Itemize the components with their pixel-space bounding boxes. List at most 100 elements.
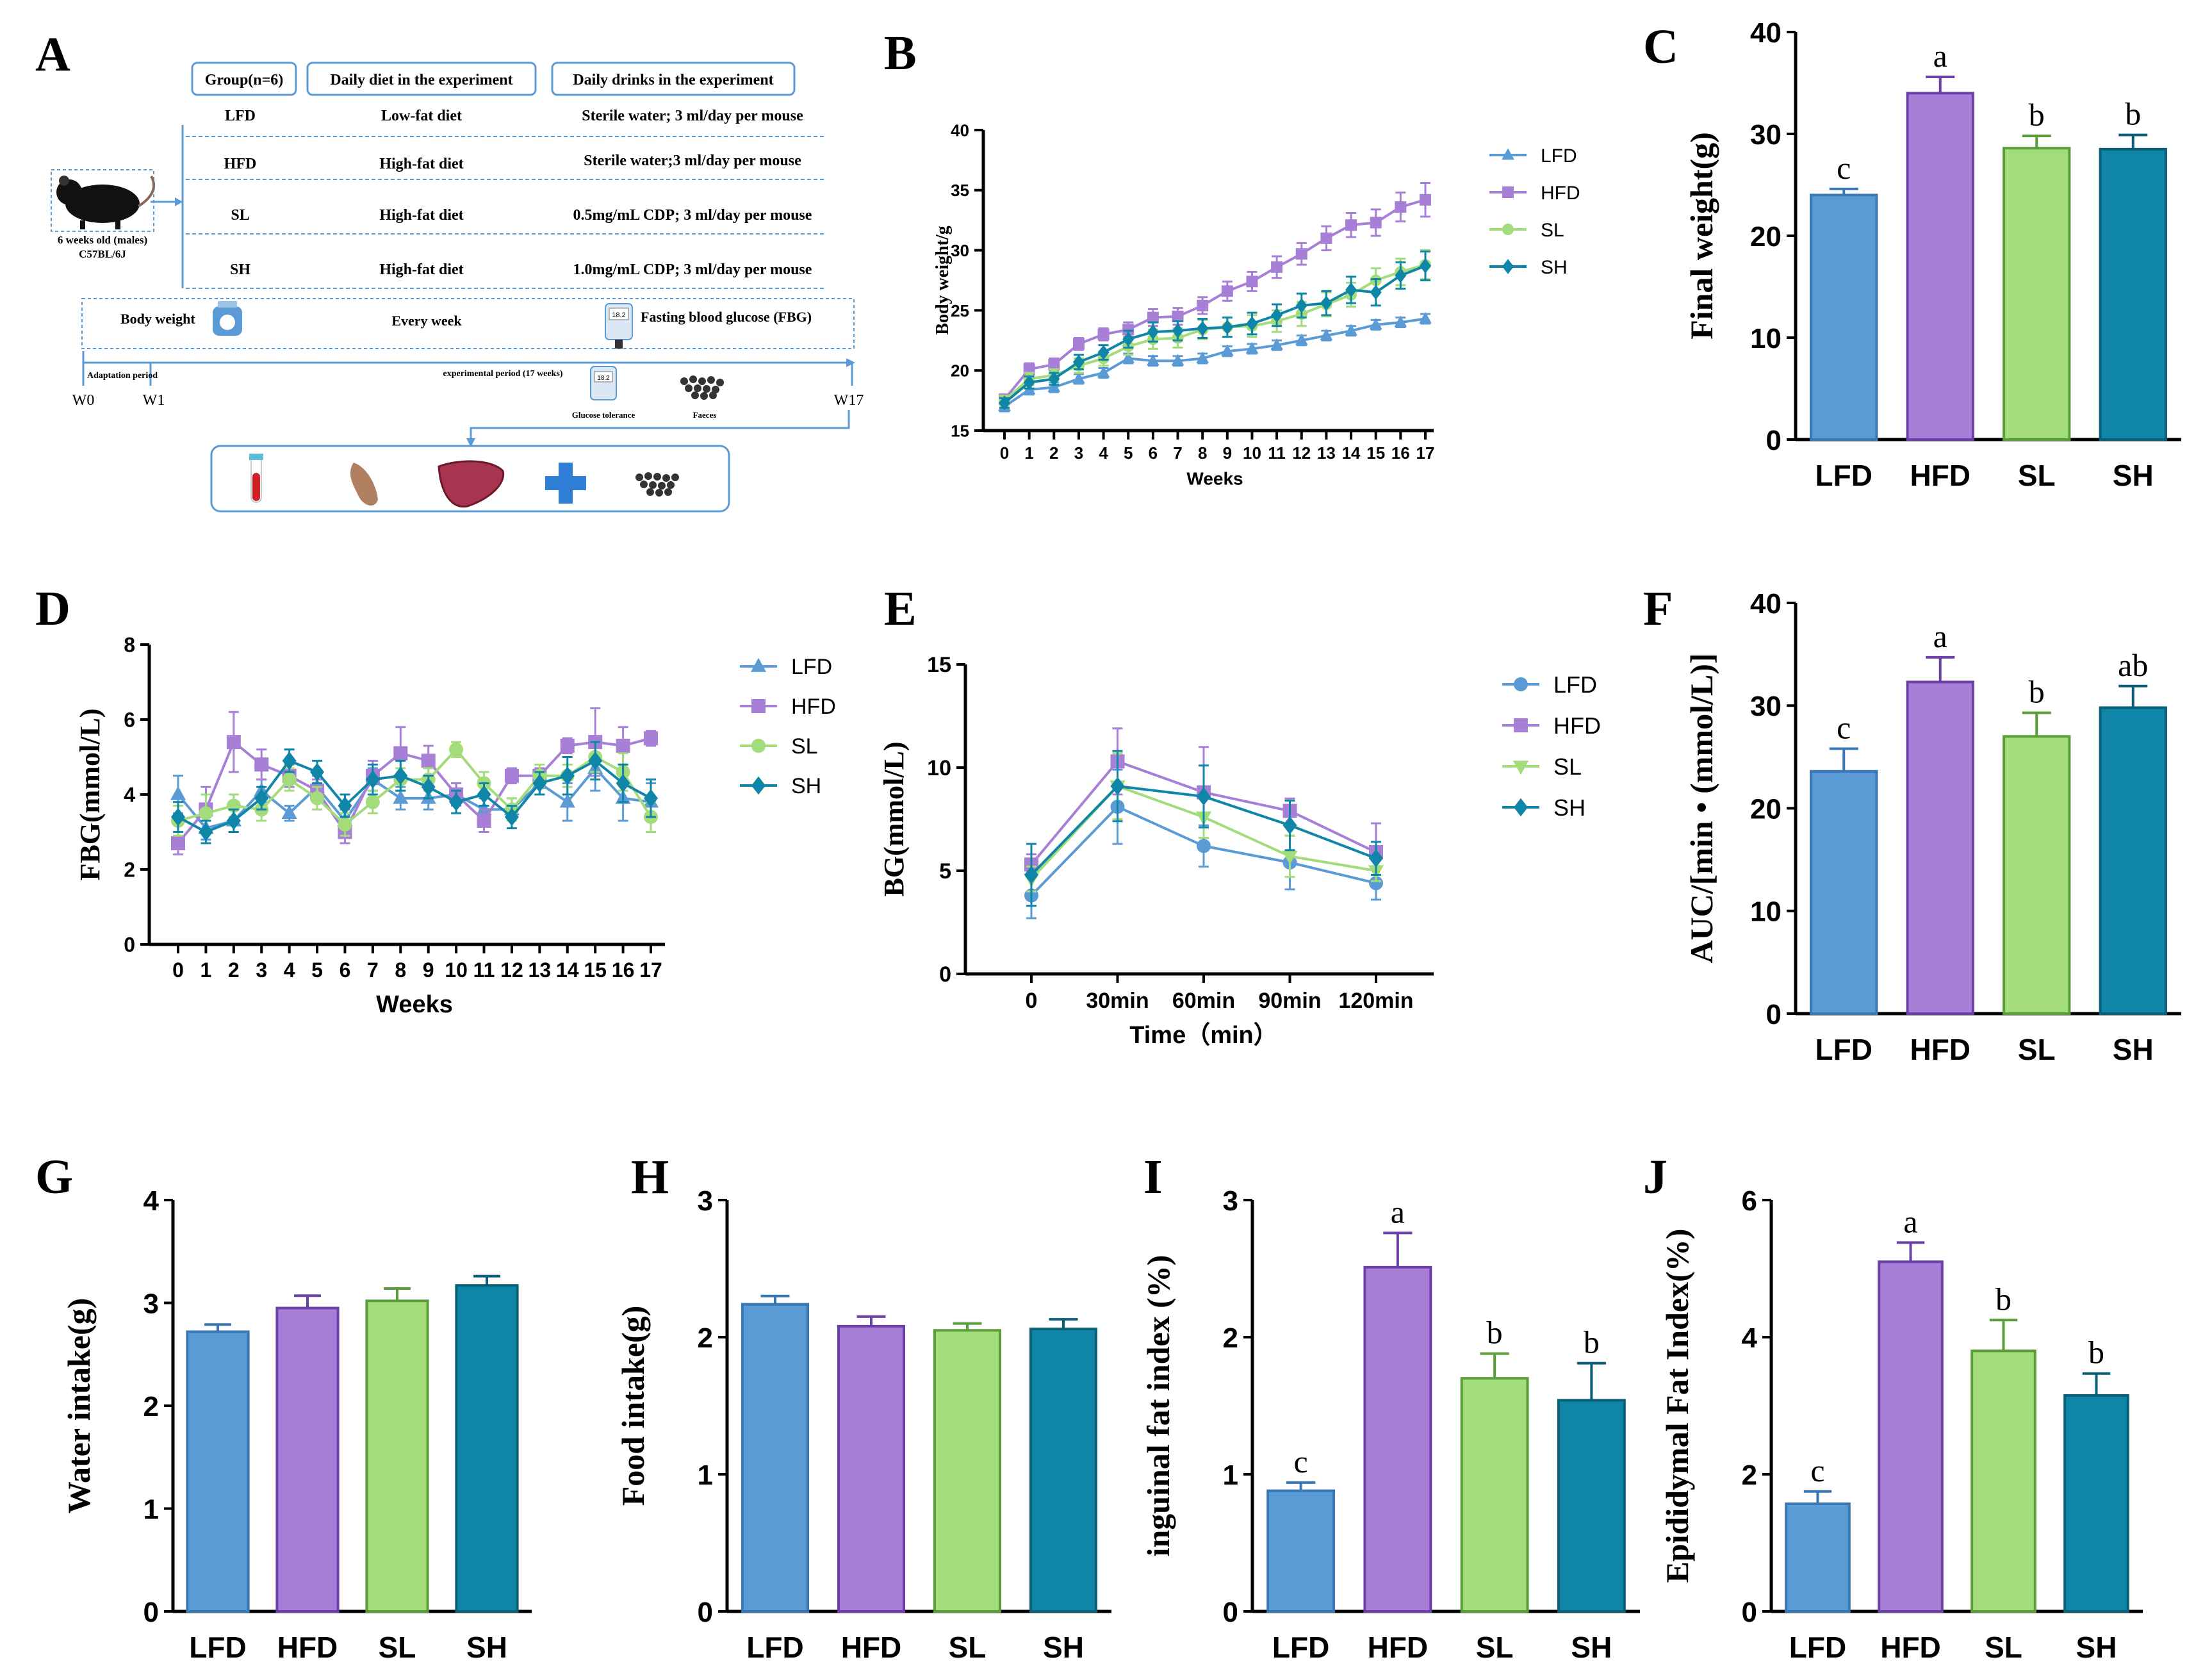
data-point-sh-10 [449, 793, 464, 811]
x-tick-label-sl: SL [949, 1631, 987, 1664]
x-tick-label-12: 12 [500, 959, 523, 982]
data-point-sh-2 [226, 811, 241, 830]
medical-cross-icon [545, 463, 586, 504]
significance-letter-hfd: a [1933, 618, 1947, 654]
significance-letter-lfd: c [1810, 1453, 1824, 1488]
bar-lfd [1810, 193, 1878, 441]
x-tick-label-13: 13 [528, 959, 552, 982]
y-axis-title: Food intake(g) [615, 1306, 651, 1506]
group-row-hfd: HFD High-fat diet Sterile water;3 ml/day… [224, 152, 801, 172]
x-tick-label-2: 2 [228, 959, 240, 982]
data-point-hfd-11 [477, 813, 491, 828]
legend-label-sh: SH [791, 774, 821, 798]
legend: LFD HFD SL SH [1502, 671, 1601, 821]
scale-icon [213, 301, 242, 336]
data-point-sh-10 [1246, 316, 1258, 331]
x-tick-label-5: 5 [1124, 443, 1133, 463]
x-tick-label-lfd: LFD [189, 1631, 246, 1664]
y-tick-label-3: 3 [143, 1288, 159, 1319]
x-tick-label-90min: 90min [1258, 989, 1321, 1013]
data-point-hfd-0 [171, 836, 185, 851]
x-tick-label-17: 17 [1416, 443, 1435, 463]
y-tick-label-1: 1 [1223, 1460, 1238, 1491]
x-tick-label-60min: 60min [1172, 989, 1235, 1013]
blood-tube-icon [249, 454, 263, 503]
x-tick-label-9: 9 [1223, 443, 1232, 463]
bar-sh [2063, 1394, 2129, 1613]
data-point-sl-6 [338, 817, 352, 832]
y-tick-label-0: 0 [143, 1597, 159, 1628]
y-tick-label-20: 20 [1750, 793, 1782, 825]
legend-label-hfd: HFD [791, 695, 836, 719]
x-tick-label-sh: SH [2113, 459, 2154, 492]
data-point-sh-9 [421, 778, 436, 796]
x-tick-label-15: 15 [1366, 443, 1385, 463]
mouse-caption-strain: C57BL/6J [79, 248, 126, 260]
data-point-hfd-9 [1221, 285, 1233, 297]
panel-label-f: F [1643, 582, 1673, 636]
x-tick-label-8: 8 [1198, 443, 1207, 463]
y-tick-label-5: 5 [939, 859, 951, 884]
x-tick-label-11: 11 [473, 959, 495, 982]
bar-sh [2099, 706, 2167, 1015]
glucose-meter-icon: 18.2 [590, 366, 617, 400]
bar-sh [455, 1284, 519, 1613]
data-point-sh-1 [1023, 375, 1035, 390]
svg-text:1.0mg/mL CDP; 3 ml/day per mou: 1.0mg/mL CDP; 3 ml/day per mouse [573, 261, 812, 278]
series-lfd [998, 311, 1432, 413]
x-tick-label-3: 3 [256, 959, 267, 982]
x-tick-label-0: 0 [1026, 989, 1038, 1013]
significance-letter-sl: b [1487, 1315, 1503, 1351]
panel-label-g: G [35, 1150, 73, 1204]
bar-hfd [1906, 92, 1974, 441]
panel-i-inguinal-fat: I 0 1 2 3 LFD c HFD a SL b SH b inguinal fat index (%… [1140, 1150, 1640, 1664]
data-point-sh-15 [588, 752, 603, 770]
data-point-hfd-16 [616, 738, 630, 753]
header-drinks: Daily drinks in the experiment [573, 72, 773, 88]
series-sh [171, 741, 658, 844]
faeces-label: Faeces [693, 410, 717, 420]
y-tick-label-4: 4 [143, 1185, 160, 1217]
data-point-hfd-9 [421, 753, 436, 768]
x-tick-label-10: 10 [1243, 443, 1261, 463]
data-point-sh-2 [1048, 371, 1060, 387]
x-tick-label-lfd: LFD [746, 1631, 803, 1664]
x-tick-label-14: 14 [556, 959, 579, 982]
x-tick-label-lfd: LFD [1815, 1033, 1872, 1066]
data-point-sh-0 [999, 395, 1010, 411]
y-tick-label-4: 4 [124, 784, 135, 807]
significance-letter-lfd: c [1837, 710, 1851, 746]
panel-label-a: A [35, 28, 70, 81]
bar-hfd [1878, 1260, 1944, 1613]
group-row-lfd: LFD Low-fat diet Sterile water; 3 ml/day… [225, 108, 803, 124]
y-tick-label-25: 25 [951, 301, 969, 320]
data-point-sl-5 [310, 791, 325, 805]
data-point-hfd-13 [1320, 232, 1332, 244]
svg-text:LFD: LFD [225, 108, 256, 124]
data-point-lfd-9 [1220, 344, 1234, 356]
y-tick-label-6: 6 [1742, 1185, 1757, 1217]
x-tick-label-sl: SL [1985, 1631, 2022, 1664]
x-tick-label-sl: SL [379, 1631, 416, 1664]
data-point-sh-1 [1110, 777, 1125, 796]
x-tick-label-15: 15 [584, 959, 607, 982]
y-tick-label-0: 0 [939, 962, 951, 987]
data-point-hfd-12 [504, 768, 519, 783]
x-tick-label-sh: SH [2113, 1033, 2154, 1066]
fat-tissue-icon [350, 463, 378, 506]
data-point-sh-13 [532, 774, 547, 793]
mouse-illustration [51, 169, 155, 232]
x-tick-label-16: 16 [612, 959, 635, 982]
y-tick-label-15: 15 [951, 421, 969, 440]
svg-text:SL: SL [231, 207, 249, 224]
significance-letter-sl: b [1995, 1281, 2011, 1317]
series-hfd [999, 182, 1431, 406]
x-tick-label-9: 9 [423, 959, 434, 982]
svg-text:Low-fat diet: Low-fat diet [381, 108, 462, 124]
bar-hfd [837, 1324, 905, 1613]
panel-label-i: I [1143, 1150, 1163, 1204]
data-point-sh-8 [1197, 320, 1209, 336]
data-point-sh-12 [504, 807, 519, 827]
bar-lfd [1810, 770, 1878, 1016]
data-point-sl-7 [365, 794, 380, 809]
